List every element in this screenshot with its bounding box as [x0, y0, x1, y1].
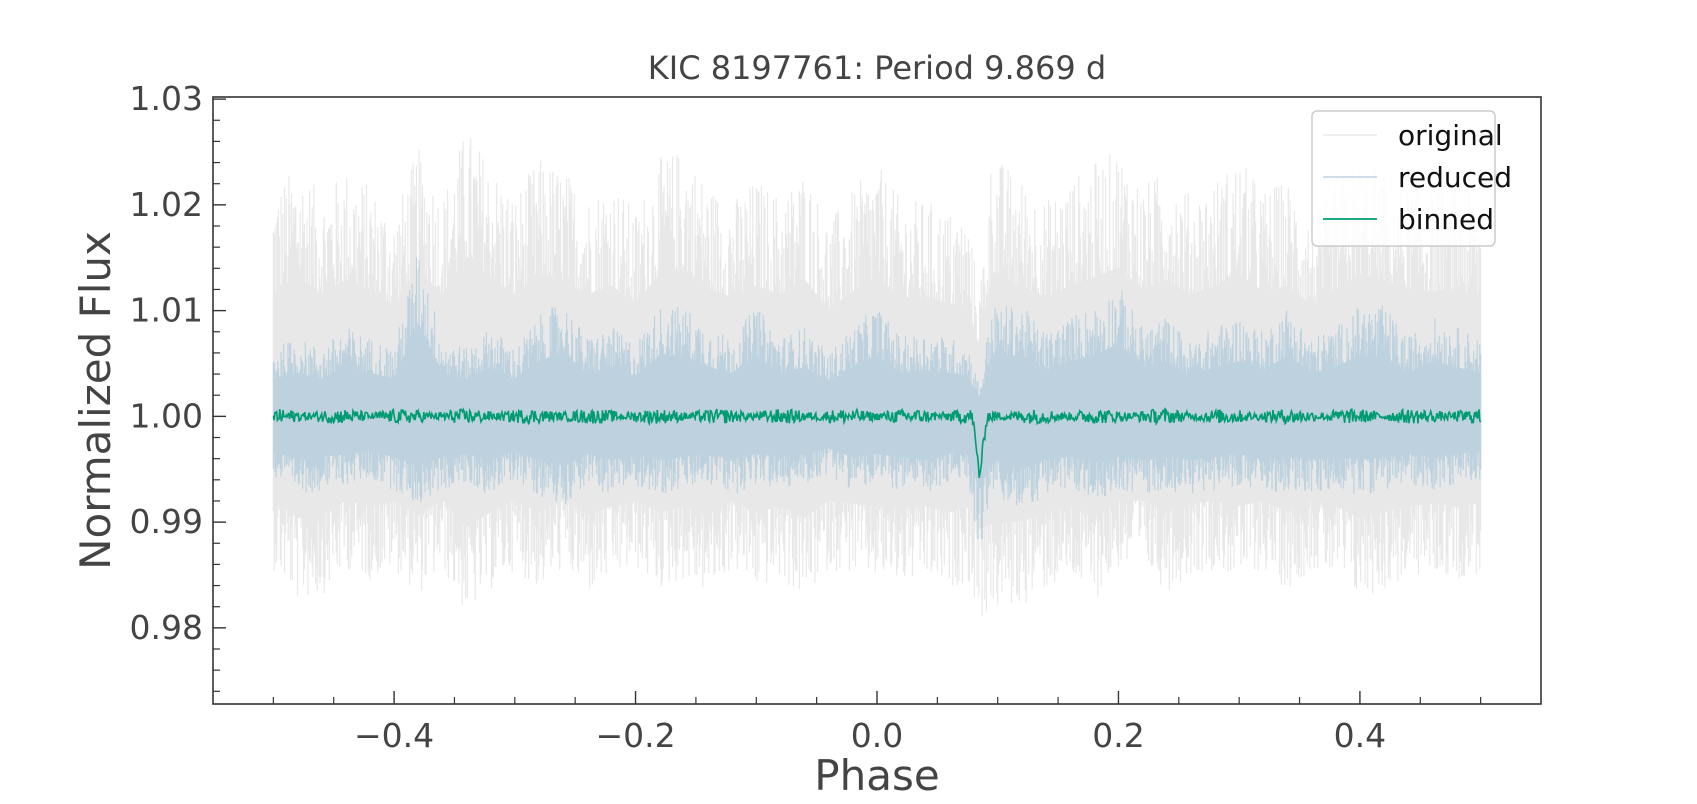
legend-box: [1311, 110, 1496, 247]
x-tick-label: −0.4: [354, 716, 434, 755]
x-tick-label: 0.2: [1092, 716, 1144, 755]
x-tick-label: 0.4: [1334, 716, 1386, 755]
y-tick-label: 0.99: [130, 502, 203, 541]
chart-title: KIC 8197761: Period 9.869 d: [648, 49, 1106, 87]
y-tick-label: 1.02: [130, 185, 203, 224]
legend-label-original: original: [1398, 119, 1503, 152]
y-tick-label: 1.03: [130, 79, 203, 118]
legend-label-reduced: reduced: [1398, 161, 1512, 194]
series-binned-line: [272, 407, 1482, 478]
x-tick-label: 0.0: [851, 716, 903, 755]
x-tick-label: −0.2: [595, 716, 675, 755]
x-axis-label: Phase: [814, 751, 939, 800]
series-reduced-spikes: [272, 257, 1482, 540]
y-tick-label: 1.00: [130, 396, 203, 435]
legend-label-binned: binned: [1398, 203, 1494, 236]
series-reduced: [272, 257, 1482, 540]
series-binned: [272, 407, 1482, 478]
y-tick-label: 1.01: [130, 291, 203, 330]
y-axis-label: Normalized Flux: [71, 231, 120, 570]
y-tick-label: 0.98: [130, 608, 203, 647]
